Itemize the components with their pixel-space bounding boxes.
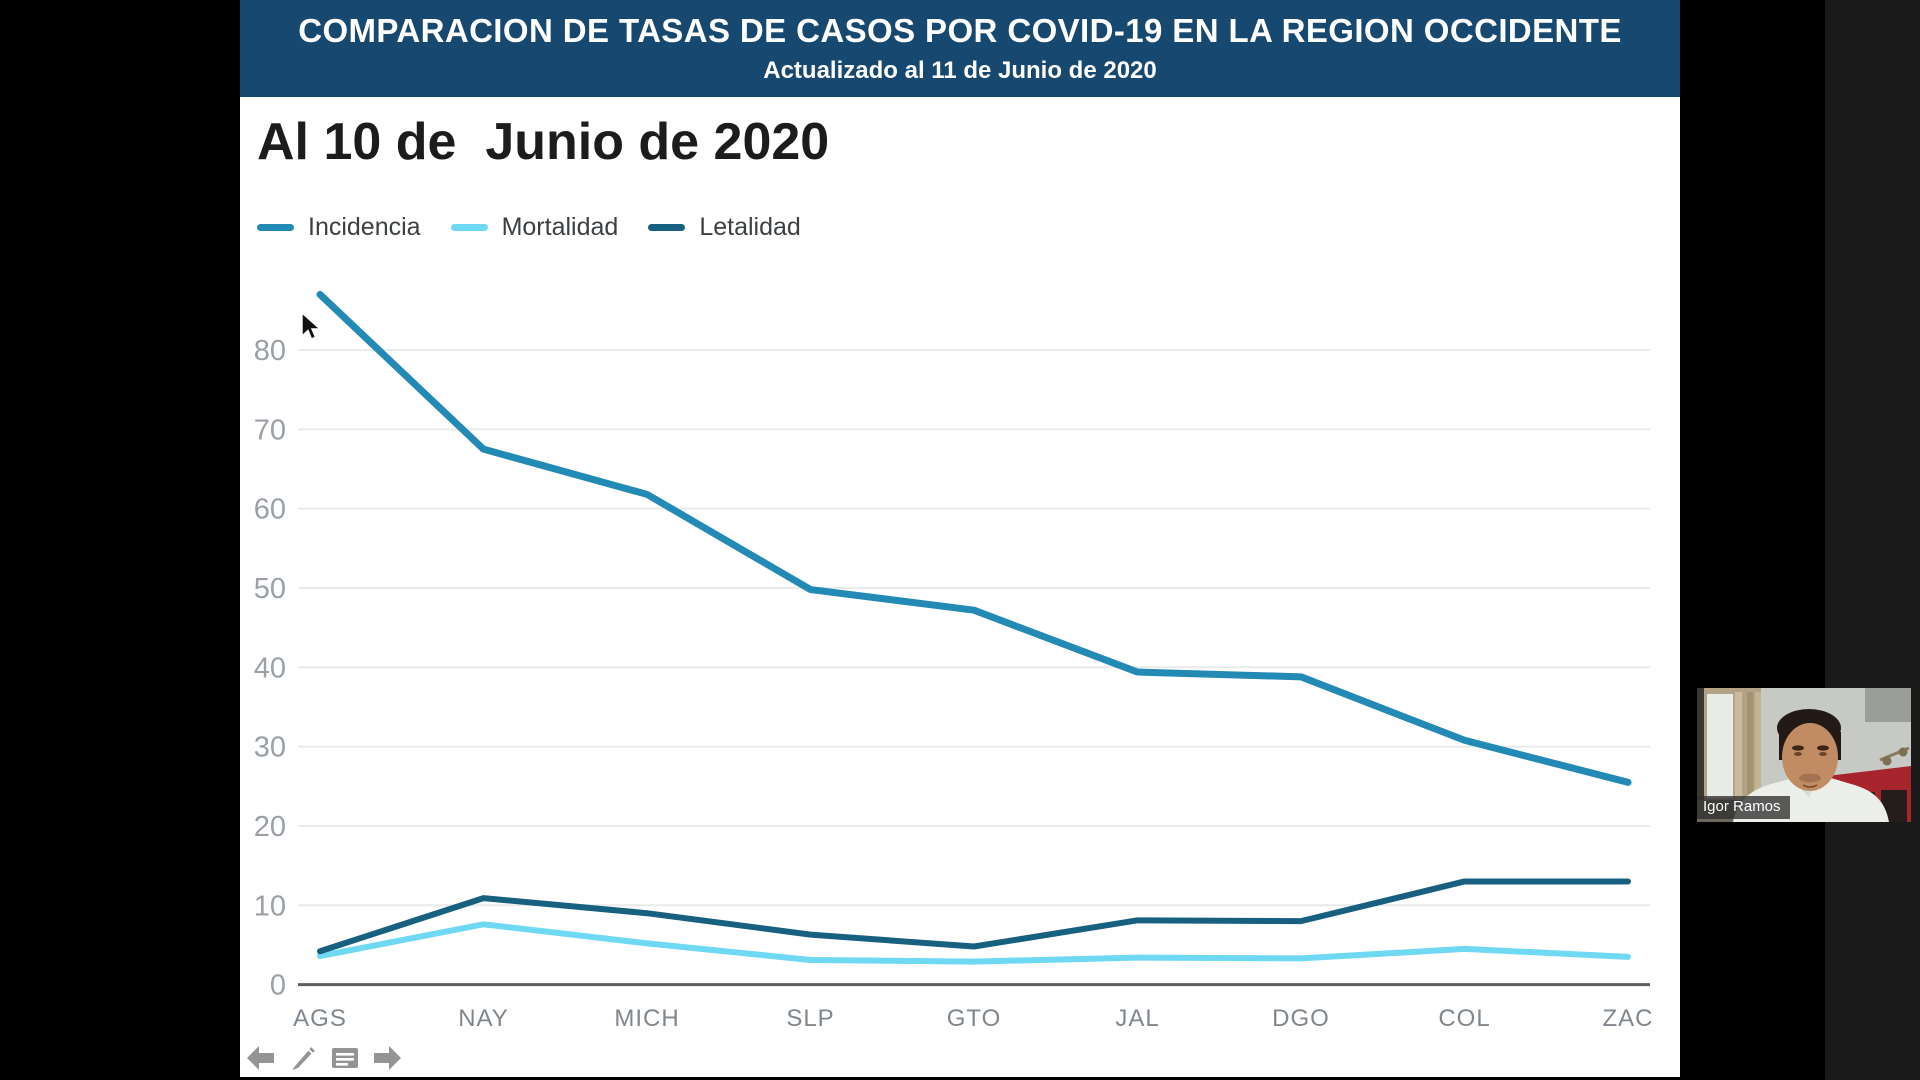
svg-text:80: 80 (254, 335, 286, 367)
svg-text:40: 40 (254, 652, 286, 684)
legend-swatch-letalidad-icon (648, 224, 686, 231)
next-slide-button[interactable] (370, 1042, 404, 1076)
slide-header: COMPARACION DE TASAS DE CASOS POR COVID-… (240, 0, 1680, 97)
legend-item-incidencia: Incidencia (257, 213, 421, 242)
presentation-title: COMPARACION DE TASAS DE CASOS POR COVID-… (298, 12, 1622, 49)
svg-text:COL: COL (1438, 1005, 1490, 1032)
next-arrow-icon (374, 1046, 401, 1070)
mouse-cursor-icon (301, 312, 322, 340)
svg-text:30: 30 (254, 732, 286, 764)
svg-text:20: 20 (254, 811, 286, 843)
slide: 0 10 20 30 40 50 60 70 80 AGS NAY MICH SLP GTO JAL DGO C… (240, 0, 1680, 1077)
presentation-subtitle: Actualizado al 11 de Junio de 2020 (763, 57, 1157, 84)
presenter-toolbar (244, 1042, 404, 1076)
svg-text:0: 0 (270, 970, 286, 1002)
svg-text:NAY: NAY (458, 1005, 509, 1032)
svg-text:GTO: GTO (947, 1005, 1002, 1032)
chart-svg: 0 10 20 30 40 50 60 70 80 AGS NAY MICH SLP GTO JAL DGO C… (254, 290, 1654, 1032)
speaker-notes-button[interactable] (328, 1042, 362, 1076)
legend-label-mortalidad: Mortalidad (501, 213, 619, 241)
legend-item-letalidad: Letalidad (648, 213, 801, 242)
webcam-tile[interactable]: Igor Ramos (1697, 688, 1911, 822)
legend-label-letalidad: Letalidad (699, 213, 801, 241)
previous-arrow-icon (247, 1046, 274, 1070)
svg-text:MICH: MICH (614, 1005, 679, 1032)
chart-heading: Al 10 de Junio de 2020 (257, 113, 830, 171)
draw-pencil-button[interactable] (286, 1042, 320, 1076)
svg-text:DGO: DGO (1272, 1005, 1330, 1032)
svg-text:JAL: JAL (1115, 1005, 1159, 1032)
legend-swatch-mortalidad-icon (450, 224, 488, 231)
svg-text:60: 60 (254, 494, 286, 526)
svg-text:SLP: SLP (786, 1005, 834, 1032)
legend-label-incidencia: Incidencia (308, 213, 421, 241)
prev-slide-button[interactable] (244, 1042, 278, 1076)
legend-swatch-incidencia-icon (257, 224, 294, 231)
svg-text:70: 70 (254, 414, 286, 446)
participant-name-badge: Igor Ramos (1697, 796, 1790, 819)
chart-legend: Incidencia Mortalidad Letalidad (257, 213, 801, 242)
pencil-icon (292, 1047, 315, 1070)
speaker-notes-icon (332, 1048, 358, 1068)
right-panel-strip (1825, 0, 1920, 1080)
legend-item-mortalidad: Mortalidad (450, 213, 619, 242)
svg-text:10: 10 (254, 890, 286, 922)
svg-text:ZAC: ZAC (1603, 1005, 1654, 1032)
svg-text:AGS: AGS (293, 1005, 347, 1032)
svg-text:50: 50 (254, 573, 286, 605)
